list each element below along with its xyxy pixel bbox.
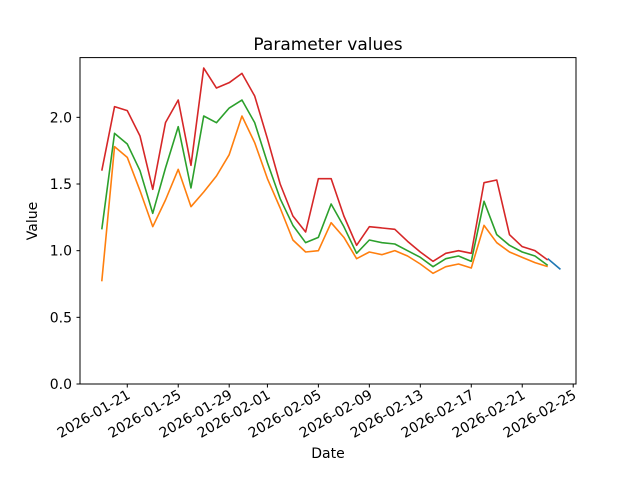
chart-title: Parameter values — [253, 35, 402, 55]
plot-area — [80, 57, 576, 384]
y-tick-label: 0.0 — [50, 377, 72, 393]
x-axis-label: Date — [311, 446, 344, 462]
y-tick-label: 0.5 — [50, 310, 72, 326]
axes-frame — [79, 57, 577, 385]
y-axis-ticks: 0.0 0.5 1.0 1.5 2.0 — [50, 110, 80, 393]
x-axis-ticks: 2026-01-212026-01-252026-01-292026-02-01… — [55, 384, 579, 442]
series-layer — [100, 67, 561, 282]
series-green-line — [100, 99, 549, 268]
series-red-line — [101, 67, 549, 263]
y-tick-label: 1.5 — [50, 177, 72, 193]
y-axis-label: Value — [25, 202, 41, 240]
y-tick-label: 1.0 — [50, 244, 72, 260]
series-blue-line — [547, 258, 561, 270]
y-tick-label: 2.0 — [50, 110, 72, 126]
series-orange-line — [100, 115, 548, 282]
